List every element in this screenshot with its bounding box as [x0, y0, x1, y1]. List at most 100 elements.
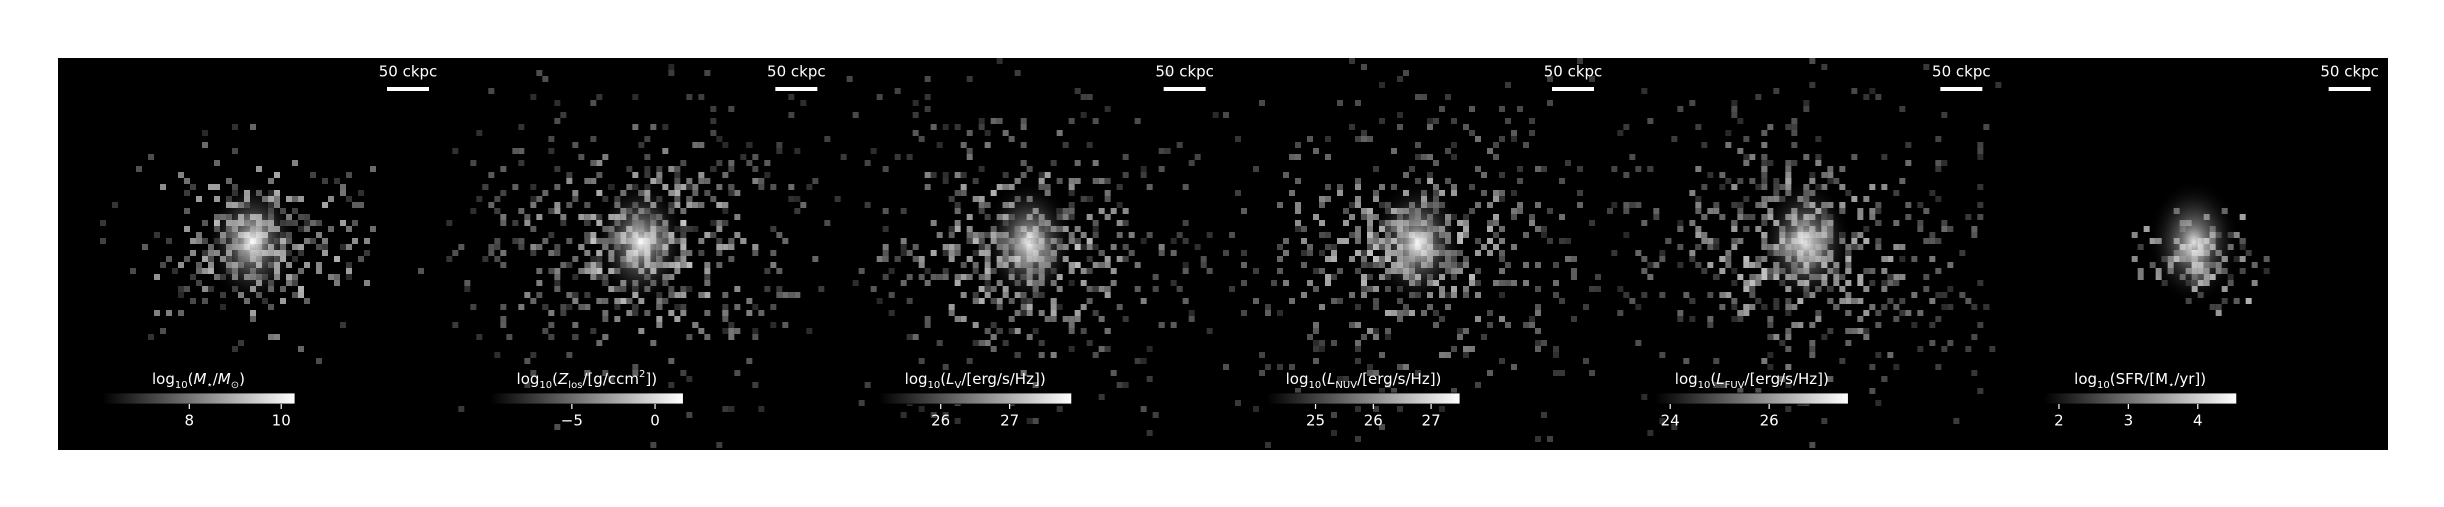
- pixel: [936, 274, 943, 280]
- pixel: [1104, 190, 1111, 196]
- pixel: [1647, 274, 1654, 280]
- pixel: [722, 244, 729, 250]
- pixel: [1755, 274, 1762, 280]
- label-part: /[erg/s/Hz]): [1357, 370, 1441, 388]
- pixel: [656, 298, 663, 304]
- pixel: [1409, 166, 1415, 172]
- pixel: [560, 112, 567, 118]
- pixel: [1809, 352, 1816, 358]
- pixel: [554, 166, 561, 172]
- pixel: [554, 184, 561, 190]
- pixel: [1475, 238, 1481, 244]
- pixel: [1188, 310, 1195, 316]
- pixel: [1277, 256, 1283, 262]
- pixel: [1481, 244, 1487, 250]
- pixel: [1701, 238, 1708, 244]
- pixel: [1893, 304, 1900, 310]
- pixel: [1743, 160, 1750, 166]
- pixel: [572, 292, 579, 298]
- pixel: [978, 238, 985, 244]
- pixel: [776, 148, 783, 154]
- pixel: [1971, 304, 1978, 310]
- pixel: [1361, 64, 1367, 70]
- pixel: [942, 178, 949, 184]
- pixel: [352, 238, 358, 244]
- pixel: [1977, 148, 1984, 154]
- pixel: [924, 76, 931, 82]
- pixel: [530, 370, 537, 376]
- pixel: [984, 286, 991, 292]
- pixel: [954, 280, 961, 286]
- pixel: [728, 322, 735, 328]
- pixel: [1092, 244, 1099, 250]
- pixel: [2239, 238, 2246, 244]
- pixel: [500, 220, 507, 226]
- pixel: [960, 274, 967, 280]
- pixel: [1517, 208, 1523, 214]
- pixel: [286, 280, 292, 286]
- pixel: [1809, 346, 1816, 352]
- pixel: [202, 268, 208, 274]
- pixel: [1737, 274, 1744, 280]
- pixel: [1355, 436, 1361, 442]
- pixel: [1785, 334, 1792, 340]
- pixel: [924, 280, 931, 286]
- pixel: [686, 262, 693, 268]
- pixel: [1707, 208, 1714, 214]
- pixel: [1737, 316, 1744, 322]
- pixel: [1445, 352, 1451, 358]
- pixel: [722, 172, 729, 178]
- pixel: [644, 136, 651, 142]
- pixel: [978, 244, 985, 250]
- pixel: [1319, 202, 1325, 208]
- pixel: [698, 94, 705, 100]
- pixel: [1415, 154, 1421, 160]
- pixel: [1068, 184, 1075, 190]
- pixel: [1839, 184, 1846, 190]
- pixel: [806, 328, 813, 334]
- pixel: [1845, 280, 1852, 286]
- pixel: [680, 304, 687, 310]
- pixel: [740, 238, 747, 244]
- pixel: [1971, 370, 1978, 376]
- pixel: [674, 304, 681, 310]
- pixel: [1791, 124, 1798, 130]
- pixel: [996, 298, 1003, 304]
- pixel: [1659, 250, 1666, 256]
- pixel: [1020, 172, 1027, 178]
- pixel: [452, 148, 459, 154]
- pixel: [1074, 244, 1081, 250]
- pixel: [1475, 268, 1481, 274]
- pixel: [2137, 274, 2144, 280]
- pixel: [746, 298, 753, 304]
- pixel: [1092, 262, 1099, 268]
- pixel: [1595, 286, 1601, 292]
- pixel: [906, 250, 913, 256]
- pixel: [304, 262, 310, 268]
- pixel: [1194, 154, 1201, 160]
- pixel: [1815, 160, 1822, 166]
- pixel: [1749, 292, 1756, 298]
- pixel: [1074, 226, 1081, 232]
- pixel: [1635, 340, 1642, 346]
- pixel: [1104, 196, 1111, 202]
- pixel: [1641, 394, 1648, 400]
- pixel: [882, 208, 889, 214]
- pixel: [704, 310, 711, 316]
- pixel: [1689, 190, 1696, 196]
- pixel: [1026, 418, 1033, 424]
- pixel: [148, 154, 154, 160]
- pixel: [1911, 292, 1918, 298]
- pixel: [1367, 250, 1373, 256]
- pixel: [1397, 406, 1403, 412]
- pixel: [1086, 286, 1093, 292]
- pixel: [536, 292, 543, 298]
- pixel: [1755, 202, 1762, 208]
- pixel: [680, 310, 687, 316]
- pixel: [530, 250, 537, 256]
- pixel: [1361, 250, 1367, 256]
- pixel: [1989, 346, 1996, 352]
- pixel: [1355, 184, 1361, 190]
- pixel: [758, 406, 765, 412]
- pixel: [1827, 172, 1834, 178]
